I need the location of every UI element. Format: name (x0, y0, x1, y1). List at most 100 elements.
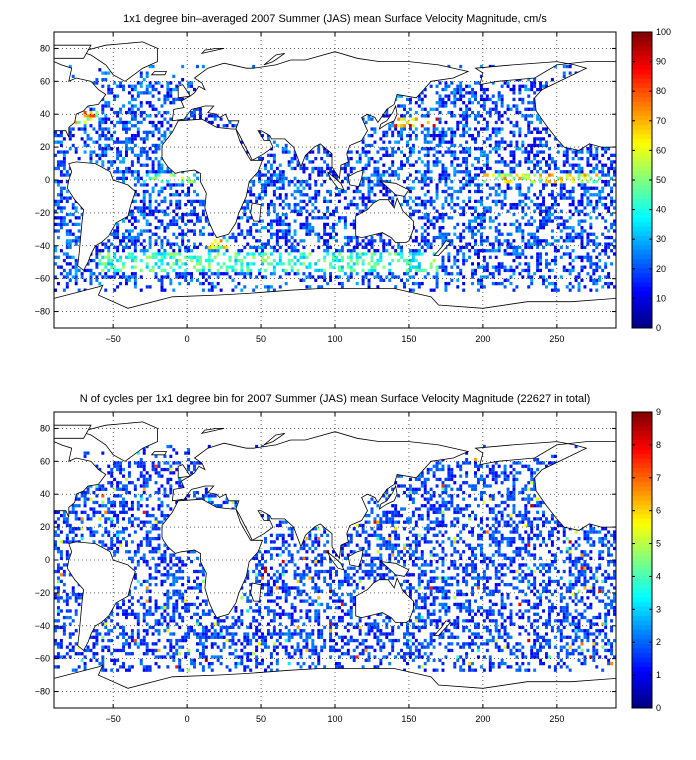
data-cell (62, 599, 66, 603)
data-cell (264, 183, 267, 187)
data-cell (122, 235, 125, 240)
data-cell (497, 222, 501, 227)
data-cell (65, 229, 69, 233)
data-cell (444, 265, 448, 269)
data-cell (142, 642, 146, 646)
data-cell (80, 596, 84, 600)
data-cell (370, 265, 374, 269)
data-cell (151, 461, 155, 465)
data-cell (305, 275, 309, 279)
data-cell (266, 176, 270, 180)
data-cell (169, 281, 173, 286)
data-cell (139, 153, 143, 157)
data-cell (101, 635, 105, 639)
data-cell (231, 652, 235, 656)
data-cell (133, 153, 137, 157)
data-cell (122, 602, 125, 607)
data-cell (323, 258, 327, 263)
data-cell (142, 245, 146, 250)
data-cell (71, 206, 75, 210)
data-cell (210, 609, 214, 613)
data-cell (518, 262, 522, 266)
data-cell (497, 186, 501, 190)
data-cell (536, 265, 540, 269)
data-cell (116, 140, 120, 144)
data-cell (201, 612, 205, 616)
data-cell (408, 147, 412, 151)
data-cell (435, 235, 439, 240)
data-cell (565, 150, 569, 154)
data-cell (432, 258, 436, 263)
data-cell (56, 563, 60, 567)
data-cell (539, 84, 543, 88)
data-cell (130, 216, 134, 220)
data-cell (604, 262, 608, 266)
data-cell (127, 107, 131, 111)
data-cell (530, 143, 534, 148)
data-cell (444, 87, 448, 92)
data-cell (107, 268, 111, 273)
data-cell (281, 199, 285, 204)
data-cell (346, 163, 350, 167)
data-cell (326, 153, 330, 157)
data-cell (157, 606, 161, 610)
data-cell (607, 275, 611, 279)
data-cell (429, 133, 433, 138)
data-cell (284, 216, 288, 220)
data-cell (462, 114, 466, 118)
data-cell (343, 219, 347, 223)
data-cell (296, 163, 300, 167)
data-cell (136, 193, 140, 197)
data-cell (210, 622, 214, 626)
data-cell (95, 632, 99, 636)
data-cell (130, 222, 134, 227)
data-cell (340, 255, 344, 259)
data-cell (163, 196, 167, 200)
data-cell (151, 176, 155, 180)
data-cell (89, 275, 93, 279)
data-cell (107, 530, 111, 534)
colorbar-segment (632, 82, 652, 88)
data-cell (423, 163, 427, 167)
data-cell (509, 153, 513, 157)
data-cell (89, 517, 93, 521)
data-cell (432, 130, 436, 134)
data-cell (101, 500, 105, 505)
data-cell (494, 189, 498, 194)
data-cell (133, 484, 137, 488)
data-cell (119, 84, 123, 88)
data-cell (586, 258, 590, 263)
data-cell (145, 481, 149, 485)
data-cell (562, 74, 566, 79)
data-cell (181, 583, 185, 587)
data-cell (266, 212, 270, 217)
data-cell (54, 209, 57, 213)
data-cell (122, 632, 125, 636)
data-cell (474, 216, 477, 220)
data-cell (148, 596, 152, 600)
data-cell (116, 166, 120, 171)
data-cell (163, 288, 167, 292)
data-cell (122, 661, 125, 666)
data-cell (332, 222, 335, 227)
data-cell (113, 272, 117, 276)
data-cell (201, 599, 205, 603)
data-cell (453, 153, 457, 157)
data-cell (456, 156, 460, 161)
data-cell (124, 235, 128, 240)
data-cell (408, 288, 412, 292)
data-cell (107, 255, 111, 259)
data-cell (210, 114, 214, 118)
data-cell (142, 652, 146, 656)
data-cell (207, 268, 211, 273)
data-cell (110, 242, 114, 246)
data-cell (545, 219, 548, 223)
data-cell (133, 642, 137, 646)
data-cell (527, 285, 531, 289)
data-cell (509, 160, 513, 164)
data-cell (468, 242, 472, 246)
data-cell (219, 655, 223, 659)
data-cell (302, 193, 306, 197)
data-cell (116, 114, 120, 118)
data-cell (219, 648, 223, 653)
